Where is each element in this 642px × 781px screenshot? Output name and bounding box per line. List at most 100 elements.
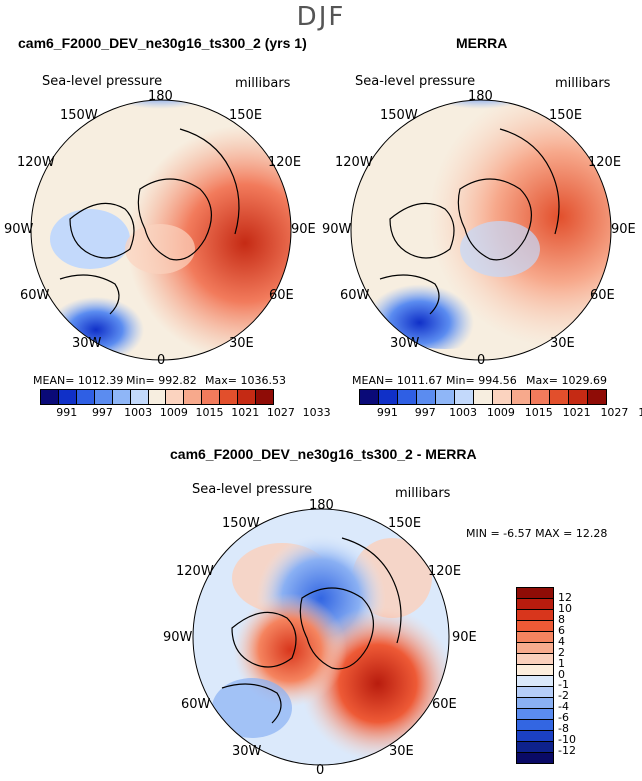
panel3-variable: Sea-level pressure xyxy=(192,482,313,497)
colorbar-tick-label: 1003 xyxy=(449,406,478,419)
panel3-title: cam6_F2000_DEV_ne30g16_ts300_2 - MERRA xyxy=(170,446,477,462)
colorbar-tick-label: 1021 xyxy=(231,406,260,419)
panel2-variable: Sea-level pressure xyxy=(355,74,476,89)
colorbar-swatch xyxy=(517,719,553,730)
colorbar-swatch xyxy=(111,390,130,404)
colorbar-swatch xyxy=(517,664,553,675)
panel1-lon-120w: 120W xyxy=(17,155,55,170)
colorbar-tick-label: 4 xyxy=(558,634,565,648)
colorbar-tick-label: -6 xyxy=(558,711,569,725)
colorbar-tick-label: 1003 xyxy=(124,406,153,419)
colorbar-swatch xyxy=(517,598,553,609)
colorbar-swatch xyxy=(129,390,148,404)
panel2-lon-30e: 30E xyxy=(550,336,575,351)
colorbar-swatch xyxy=(517,631,553,642)
panel1-title: cam6_F2000_DEV_ne30g16_ts300_2 (yrs 1) xyxy=(18,35,307,51)
panel2-lon-180: 180 xyxy=(468,89,493,104)
panel1-lon-180: 180 xyxy=(148,89,173,104)
panel3-lon-60w: 60W xyxy=(181,697,211,712)
colorbar-swatch xyxy=(517,697,553,708)
panel1-lon-60w: 60W xyxy=(20,288,50,303)
colorbar-tick-label: 1009 xyxy=(159,406,188,419)
panel2-mean: MEAN= 1011.67 xyxy=(352,374,443,387)
colorbar-swatch xyxy=(549,390,568,404)
colorbar-swatch xyxy=(165,390,184,404)
panel2-lon-90w: 90W xyxy=(322,222,352,237)
panel3-units: millibars xyxy=(395,486,451,501)
colorbar-tick-label: -1 xyxy=(558,678,569,692)
colorbar-tick-label: -10 xyxy=(558,733,576,747)
colorbar-tick-label: 1015 xyxy=(195,406,224,419)
panel1-min: Min= 992.82 xyxy=(126,374,197,387)
panel1-lon-0: 0 xyxy=(157,353,166,368)
panel2-max: Max= 1029.69 xyxy=(526,374,607,387)
colorbar-swatch xyxy=(517,686,553,697)
colorbar-swatch xyxy=(435,390,454,404)
panel2-title: MERRA xyxy=(456,35,508,51)
colorbar-swatch xyxy=(517,609,553,620)
panel1-mean: MEAN= 1012.39 xyxy=(33,374,124,387)
colorbar-swatch xyxy=(57,390,76,404)
panel1-lon-30e: 30E xyxy=(229,336,254,351)
panel3-lon-30w: 30W xyxy=(232,744,262,759)
colorbar-swatch xyxy=(517,620,553,631)
colorbar-swatch xyxy=(219,390,238,404)
panel3-lon-90w: 90W xyxy=(163,630,193,645)
panel1-lon-60e: 60E xyxy=(269,288,294,303)
panel3-polar-map xyxy=(192,508,450,766)
colorbar-tick-label: -12 xyxy=(558,744,576,758)
panel2-lon-150w: 150W xyxy=(380,108,418,123)
colorbar-swatch xyxy=(587,390,606,404)
panel3-lon-120w: 120W xyxy=(176,564,214,579)
season-title: DJF xyxy=(296,2,346,32)
colorbar-tick-label: 997 xyxy=(91,406,113,419)
panel1-lon-150e: 150E xyxy=(229,108,263,123)
colorbar-tick-label: 1021 xyxy=(562,406,591,419)
panel1-variable: Sea-level pressure xyxy=(42,74,163,89)
colorbar-swatch xyxy=(255,390,273,404)
colorbar-tick-label: 1033 xyxy=(302,406,331,419)
panel2-lon-90e: 90E xyxy=(611,222,636,237)
colorbar-swatch xyxy=(473,390,492,404)
colorbar-tick-label: 1033 xyxy=(638,406,642,419)
panel2-lon-60w: 60W xyxy=(340,288,370,303)
colorbar-swatch xyxy=(201,390,220,404)
panel3-lon-30e: 30E xyxy=(389,744,414,759)
colorbar-tick-label: 1027 xyxy=(266,406,295,419)
colorbar-swatch xyxy=(147,390,166,404)
colorbar-tick-label: 12 xyxy=(558,590,572,604)
panel2-min: Min= 994.56 xyxy=(446,374,517,387)
panel3-lon-60e: 60E xyxy=(432,697,457,712)
panel2-units: millibars xyxy=(555,76,611,91)
panel3-lon-150w: 150W xyxy=(222,516,260,531)
colorbar-tick-label: -2 xyxy=(558,689,569,703)
colorbar-swatch xyxy=(517,708,553,719)
colorbar-swatch xyxy=(517,588,553,598)
panel2-polar-map xyxy=(350,99,612,361)
panel1-lon-90w: 90W xyxy=(4,222,34,237)
colorbar-tick-label: 2 xyxy=(558,645,565,659)
colorbar-tick-label: 6 xyxy=(558,623,565,637)
colorbar-swatch xyxy=(517,741,553,752)
colorbar-swatch xyxy=(378,390,397,404)
colorbar-swatch xyxy=(517,653,553,664)
colorbar-swatch xyxy=(93,390,112,404)
colorbar-tick-label: 997 xyxy=(414,406,436,419)
colorbar-tick-label: -8 xyxy=(558,722,569,736)
colorbar-swatch xyxy=(237,390,256,404)
panel1-units: millibars xyxy=(235,76,291,91)
panel1-colorbar xyxy=(40,389,274,405)
colorbar-tick-label: 0 xyxy=(558,667,565,681)
colorbar-tick-label: 991 xyxy=(376,406,398,419)
panel1-lon-150w: 150W xyxy=(60,108,98,123)
colorbar-swatch xyxy=(530,390,549,404)
panel3-lon-0: 0 xyxy=(316,763,325,778)
colorbar-tick-label: -4 xyxy=(558,700,569,714)
colorbar-swatch xyxy=(183,390,202,404)
panel3-lon-150e: 150E xyxy=(388,516,422,531)
colorbar-tick-label: 991 xyxy=(56,406,78,419)
colorbar-tick-label: 1027 xyxy=(600,406,629,419)
colorbar-swatch xyxy=(492,390,511,404)
colorbar-tick-label: 1 xyxy=(558,656,565,670)
colorbar-tick-label: 1009 xyxy=(486,406,515,419)
